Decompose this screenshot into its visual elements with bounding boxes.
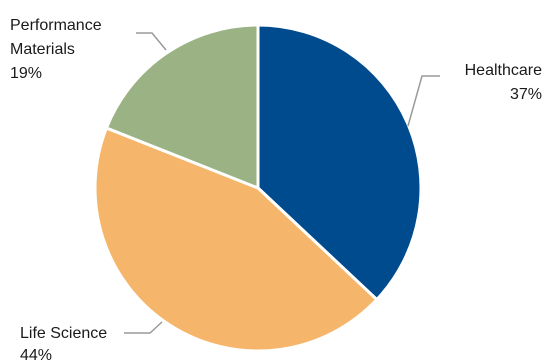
leader-line-healthcare xyxy=(407,75,440,127)
slice-value-performance-materials: 19% xyxy=(10,65,42,82)
slice-label-life-science: Life Science xyxy=(20,325,107,342)
pie-slice-healthcare xyxy=(256,23,423,302)
pie-slices xyxy=(93,23,423,353)
slice-value-life-science: 44% xyxy=(20,347,52,363)
pie-slice-performance-materials xyxy=(104,23,260,191)
slice-label-performance-materials-line2: Materials xyxy=(10,41,75,58)
pie-slice-life-science xyxy=(93,126,379,353)
slice-label-performance-materials-line1: Performance xyxy=(10,17,102,34)
leader-line-performance-materials xyxy=(136,32,167,51)
leader-line-life-science xyxy=(124,321,163,334)
slice-value-healthcare: 37% xyxy=(510,86,542,103)
slice-label-healthcare: Healthcare xyxy=(465,62,542,79)
